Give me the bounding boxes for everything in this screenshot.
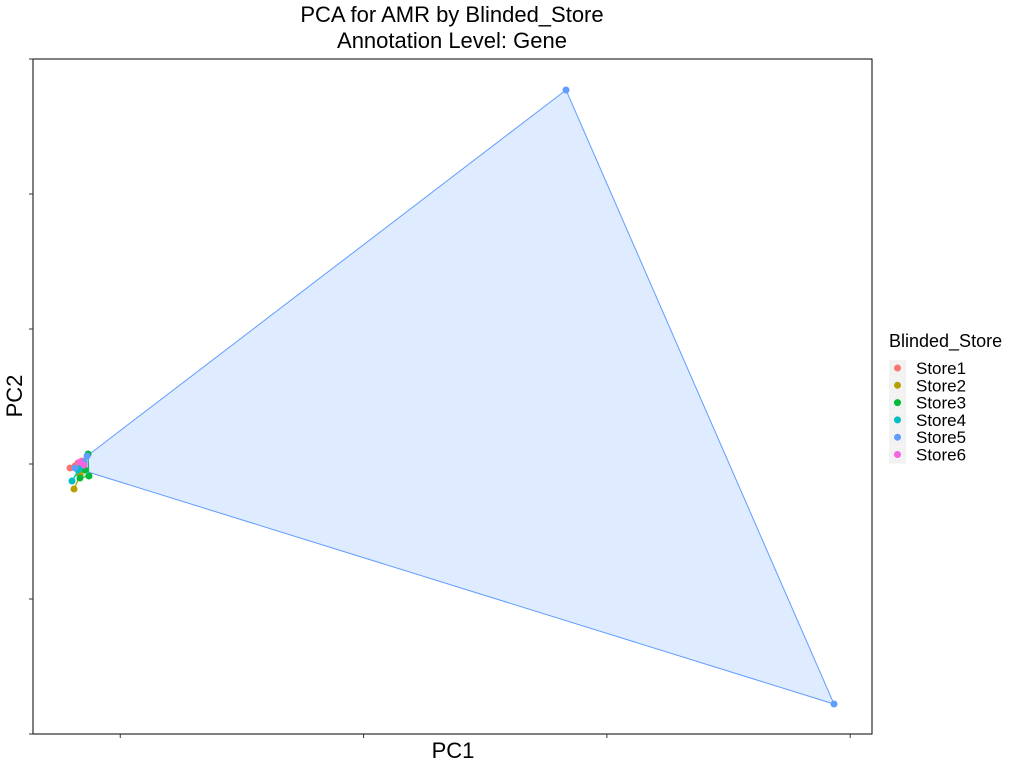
legend-key (894, 364, 901, 372)
legend-key (894, 433, 901, 441)
point (68, 477, 76, 485)
legend-key (894, 399, 901, 407)
legend-label: Store6 (916, 446, 966, 465)
legend-label: Store4 (916, 411, 966, 430)
legend-key (894, 451, 901, 458)
legend-label: Store1 (916, 359, 966, 378)
legend-label: Store2 (916, 376, 966, 395)
y-axis-label: PC2 (2, 375, 27, 418)
legend-key (894, 416, 901, 424)
hull (74, 89, 835, 705)
point (85, 472, 93, 480)
point (76, 474, 84, 482)
point (71, 464, 79, 472)
legend-label: Store3 (916, 394, 966, 413)
point (70, 485, 78, 493)
x-axis-label: PC1 (432, 738, 475, 763)
point (562, 86, 570, 94)
point (80, 461, 88, 469)
legend-key (894, 381, 901, 389)
chart-subtitle: Annotation Level: Gene (337, 28, 567, 53)
point (83, 452, 91, 460)
legend-label: Store5 (916, 428, 966, 447)
plot-frame (32, 58, 873, 735)
chart-title: PCA for AMR by Blinded_Store (300, 2, 603, 27)
point (830, 700, 838, 708)
legend-title: Blinded_Store (889, 331, 1002, 352)
